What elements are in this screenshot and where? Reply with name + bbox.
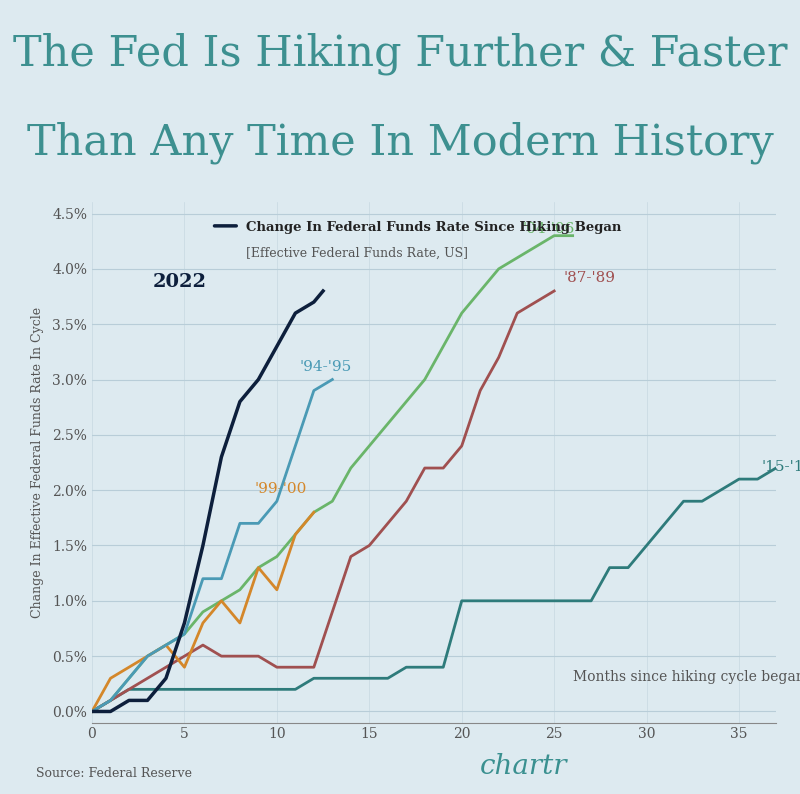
Text: The Fed Is Hiking Further & Faster: The Fed Is Hiking Further & Faster bbox=[13, 32, 787, 75]
Text: Than Any Time In Modern History: Than Any Time In Modern History bbox=[26, 121, 774, 164]
Text: Change In Federal Funds Rate Since Hiking Began: Change In Federal Funds Rate Since Hikin… bbox=[246, 221, 622, 233]
Text: '87-'89: '87-'89 bbox=[563, 272, 615, 286]
Text: '99-'00: '99-'00 bbox=[254, 482, 307, 495]
Text: 2022: 2022 bbox=[153, 273, 207, 291]
Text: '04-'06: '04-'06 bbox=[522, 222, 575, 236]
Text: '15-'18: '15-'18 bbox=[762, 460, 800, 473]
Text: Source: Federal Reserve: Source: Federal Reserve bbox=[36, 767, 192, 780]
Y-axis label: Change In Effective Federal Funds Rate In Cycle: Change In Effective Federal Funds Rate I… bbox=[31, 307, 44, 618]
Text: '94-'95: '94-'95 bbox=[299, 360, 351, 374]
Text: [Effective Federal Funds Rate, US]: [Effective Federal Funds Rate, US] bbox=[246, 247, 468, 260]
Text: chartr: chartr bbox=[480, 753, 567, 780]
Text: Months since hiking cycle began: Months since hiking cycle began bbox=[573, 670, 800, 684]
